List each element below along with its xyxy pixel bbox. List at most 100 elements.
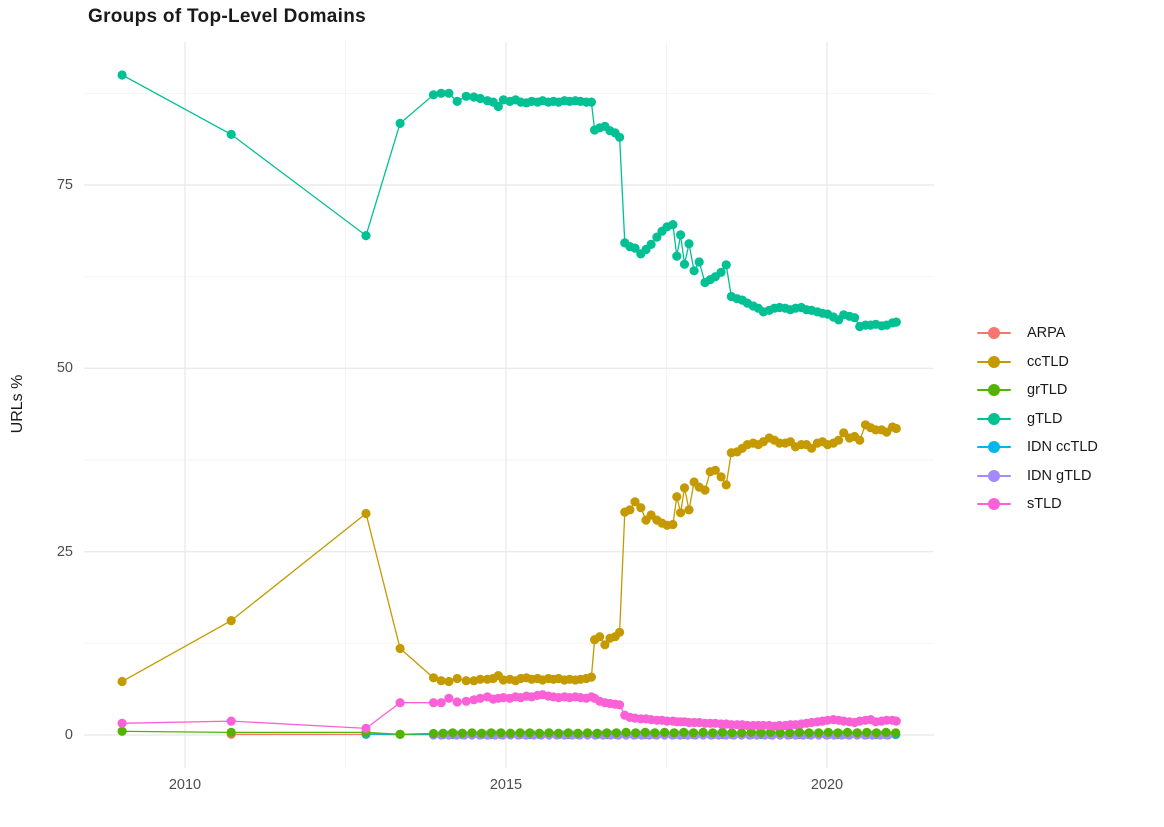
y-tick-label-0: 0 <box>64 727 73 743</box>
legend-dot-swatch <box>988 327 1000 340</box>
data-point-grTLD <box>785 728 795 738</box>
series-gTLD <box>117 70 901 332</box>
data-point-grTLD <box>679 727 689 738</box>
legend-item-ARPA: ARPA <box>977 319 1098 348</box>
data-point-ccTLD <box>461 676 471 686</box>
data-point-ccTLD <box>891 423 901 434</box>
legend-dot-swatch <box>988 469 1000 482</box>
legend-dot-swatch <box>988 498 1000 511</box>
data-point-grTLD <box>534 728 545 738</box>
data-point-grTLD <box>438 728 448 738</box>
data-point-gTLD <box>672 251 682 261</box>
data-point-grTLD <box>457 728 467 738</box>
data-point-grTLD <box>737 728 747 738</box>
legend-key-icon <box>977 412 1011 426</box>
data-point-ccTLD <box>679 483 690 493</box>
data-point-sTLD <box>615 700 625 710</box>
legend-item-sTLD: sTLD <box>977 490 1098 519</box>
data-point-grTLD <box>448 728 458 738</box>
data-point-grTLD <box>631 728 641 738</box>
data-point-ccTLD <box>226 616 236 626</box>
data-point-sTLD <box>444 693 454 703</box>
data-point-gTLD <box>891 317 901 327</box>
data-point-grTLD <box>794 727 805 738</box>
data-point-gTLD <box>716 267 726 277</box>
data-point-ccTLD <box>710 465 720 475</box>
data-point-grTLD <box>862 727 872 738</box>
data-point-grTLD <box>881 727 891 738</box>
data-point-grTLD <box>477 728 487 738</box>
data-point-gTLD <box>630 243 640 253</box>
data-point-ccTLD <box>615 627 625 637</box>
data-point-sTLD <box>117 718 127 728</box>
data-point-ccTLD <box>700 485 710 495</box>
data-point-grTLD <box>669 728 679 738</box>
data-point-gTLD <box>679 259 690 269</box>
data-point-grTLD <box>611 728 622 738</box>
legend-label: gTLD <box>1027 410 1063 427</box>
data-point-grTLD <box>486 728 496 738</box>
data-point-ccTLD <box>600 640 610 650</box>
data-point-grTLD <box>525 728 535 738</box>
data-point-gTLD <box>444 88 454 98</box>
data-point-grTLD <box>727 728 737 738</box>
data-point-sTLD <box>436 698 446 708</box>
data-point-sTLD <box>461 696 471 706</box>
data-point-grTLD <box>592 728 602 738</box>
data-point-gTLD <box>226 129 236 139</box>
legend-label: IDN ccTLD <box>1027 439 1098 456</box>
legend-dot-swatch <box>988 355 1000 368</box>
data-point-ccTLD <box>452 673 462 684</box>
legend-dot-swatch <box>988 412 1000 425</box>
legend-key-icon <box>977 469 1011 483</box>
data-point-grTLD <box>871 728 882 738</box>
data-point-grTLD <box>602 728 612 738</box>
data-point-grTLD <box>717 727 728 738</box>
data-point-gTLD <box>668 220 678 230</box>
data-point-grTLD <box>698 727 708 738</box>
data-point-gTLD <box>361 231 371 241</box>
data-point-gTLD <box>493 101 503 112</box>
y-tick-label-50: 50 <box>56 360 73 377</box>
data-point-grTLD <box>756 728 766 738</box>
data-point-ccTLD <box>636 503 646 513</box>
data-point-grTLD <box>804 728 814 738</box>
data-point-ccTLD <box>361 508 371 519</box>
chart-title: Groups of Top-Level Domains <box>88 6 366 27</box>
data-point-grTLD <box>814 728 824 738</box>
data-point-sTLD <box>891 716 901 726</box>
data-point-gTLD <box>676 230 686 240</box>
data-point-grTLD <box>505 728 516 738</box>
y-tick-label-75: 75 <box>56 177 73 193</box>
data-point-grTLD <box>746 727 756 738</box>
x-tick-label-2020: 2020 <box>810 777 844 793</box>
data-point-grTLD <box>554 728 564 738</box>
data-point-ccTLD <box>625 505 635 515</box>
data-point-grTLD <box>226 727 236 738</box>
data-point-grTLD <box>891 728 901 738</box>
data-point-ccTLD <box>595 632 605 642</box>
y-tick-label-25: 25 <box>56 543 73 560</box>
data-point-gTLD <box>684 239 694 249</box>
data-point-grTLD <box>563 728 573 738</box>
legend-key-icon <box>977 440 1011 454</box>
data-point-grTLD <box>544 728 554 738</box>
data-point-grTLD <box>775 728 785 738</box>
data-point-grTLD <box>833 728 843 738</box>
y-axis-title: URLs % <box>9 374 26 434</box>
data-point-gTLD <box>436 88 446 98</box>
data-point-grTLD <box>621 727 631 738</box>
grid-minor <box>84 42 934 768</box>
data-point-sTLD <box>226 716 236 726</box>
legend-label: ccTLD <box>1027 353 1069 370</box>
data-point-gTLD <box>452 96 462 106</box>
legend-label: IDN gTLD <box>1027 467 1092 484</box>
legend-item-IDN ccTLD: IDN ccTLD <box>977 433 1098 462</box>
data-point-ccTLD <box>475 674 485 684</box>
data-point-grTLD <box>708 728 718 738</box>
x-tick-label-2010: 2010 <box>168 777 202 793</box>
data-point-gTLD <box>646 239 656 249</box>
data-point-grTLD <box>467 728 477 738</box>
x-tick-label-2015: 2015 <box>489 777 523 793</box>
data-point-grTLD <box>117 726 127 736</box>
